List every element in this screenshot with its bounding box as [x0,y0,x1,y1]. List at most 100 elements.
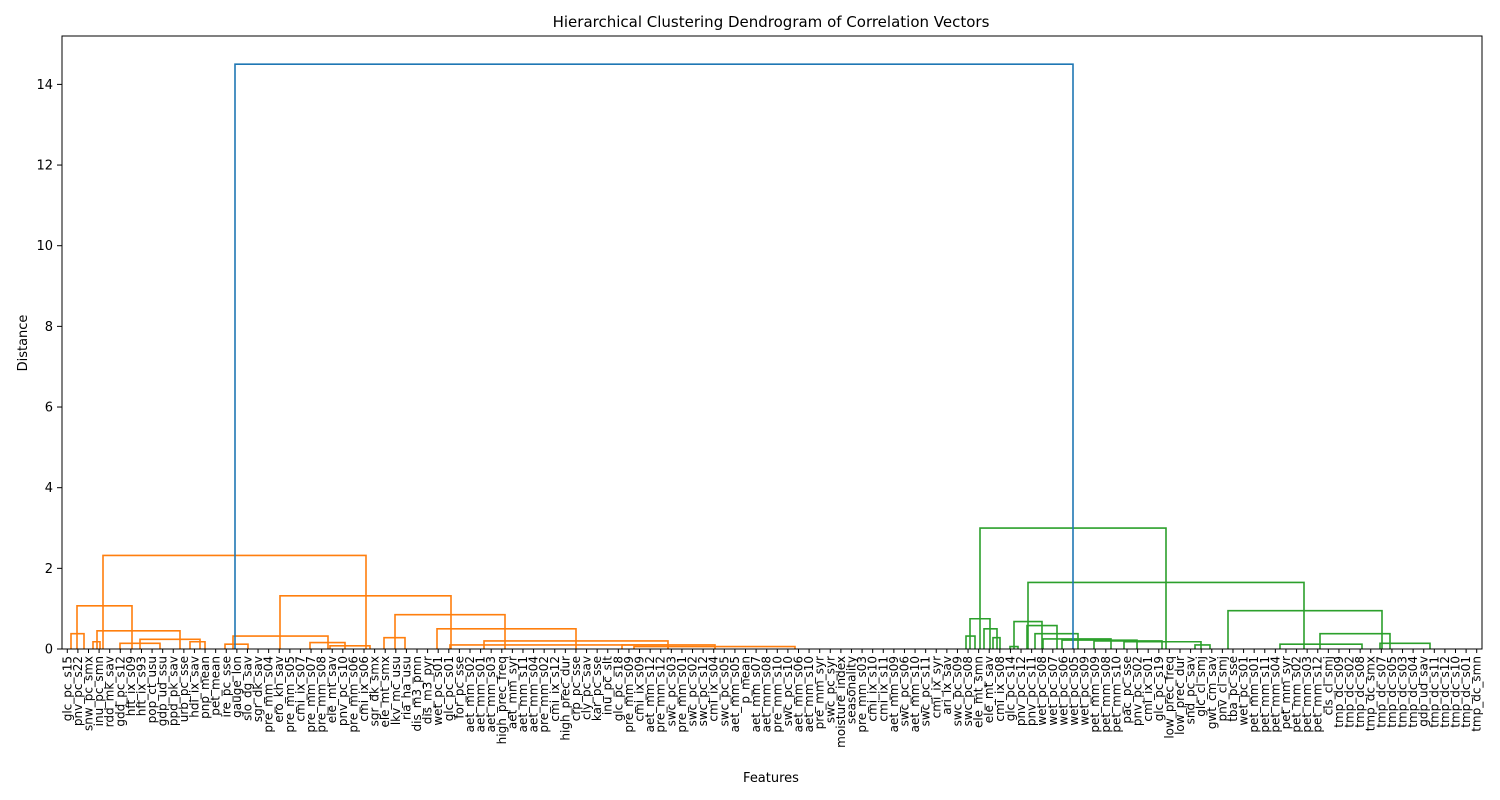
dendrogram-link [1042,638,1112,649]
leaf-label: ele_mt_smn [972,656,986,728]
leaf-label: tmp_dc_s03 [1396,656,1410,728]
leaf-label: cls_cl_smj [1321,656,1335,715]
leaf-label: low_prec_freq [1162,656,1176,739]
leaf-label: crp_pc_sse [569,656,583,721]
leaf-label: tmp_dc_s04 [1406,656,1420,728]
leaf-label: pre_mm_s06 [346,656,360,733]
leaf-label: aet_mm_s07 [749,656,763,732]
leaf-label: swc_pc_s06 [897,656,911,726]
leaf-label: aet_mm_s09 [887,656,901,732]
leaf-label: pop_ct_usu [145,656,159,723]
leaf-label: glc_pc_s01 [442,656,456,721]
dendrogram-link [76,605,133,649]
y-tick-label: 4 [45,481,53,496]
leaf-label: glc_pc_s18 [611,656,625,721]
leaf-label: pet_mm_syr [1279,656,1293,729]
leaf-label: gauge_lon [230,656,244,718]
leaf-label: ele_mt_smx [378,656,392,728]
leaf-label: cmi_ix_s10 [866,656,880,722]
leaf-label: pre_mm_s07 [304,656,318,733]
leaf-label: cmi_ix_s11 [876,656,890,722]
leaf-label: pet_mm_s08 [1099,656,1113,733]
y-tick-label: 2 [45,562,53,577]
leaf-label: aet_mm_s02 [463,656,477,732]
leaf-label: pre_mm_s02 [537,656,551,733]
dendrogram-link [139,638,201,649]
leaf-label: aet_mm_s10 [908,656,922,732]
leaf-label: wet_pc_s01 [431,656,445,726]
leaf-label: for_pc_sse [452,656,466,719]
leaf-label: glc_cl_smj [1194,656,1208,717]
dendrogram-link [329,644,371,649]
leaf-label: pnp_mean [198,656,212,719]
leaf-label: tmp_dc_s08 [1353,656,1367,728]
leaf-label: pet_mm_s12 [1311,656,1325,733]
leaf-label: tmp_dc_s11 [1427,656,1441,728]
leaf-label: hdi_ix_sav [187,656,201,718]
leaf-label: aet_mm_s06 [791,656,805,732]
leaf-label: cmi_ix_s07 [293,656,307,722]
y-axis-label: Distance [16,315,31,372]
leaf-label: glc_pc_s19 [1152,656,1166,721]
leaf-label: tmp_dc_s01 [1459,656,1473,728]
leaf-label: wet_pc_s09 [1078,656,1092,726]
leaf-label: slo_dg_sav [240,656,254,721]
leaf-label: snw_pc_smx [81,656,95,731]
leaf-label: pet_mm_s11 [1258,656,1272,733]
y-tick-label: 6 [45,401,53,416]
leaf-label: moisture_index [834,656,848,748]
leaf-label: wet_pc_s05 [1067,656,1081,726]
dendrogram-link [1061,639,1138,649]
y-tick-label: 0 [45,643,53,658]
dendrogram-link [1227,609,1383,649]
leaf-label: inu_pc_smn [92,656,106,726]
leaf-label: ele_mt_sav [325,656,339,723]
leaf-label: swc_pc_s08 [961,656,975,726]
leaf-label: pet_mm_s04 [1268,656,1282,733]
leaf-label: pnv_pc_s11 [1025,656,1039,726]
leaf-label: rdd_mk_sav [103,656,117,727]
dendrogram-link [992,636,1001,649]
leaf-label: cmi_ix_s06 [357,656,371,722]
dendrogram-link [1379,642,1431,649]
leaf-label: tmp_dc_s05 [1385,656,1399,728]
leaf-label: pac_pc_sse [1120,656,1134,724]
leaf-label: cmi_ix_s04 [707,656,721,722]
leaf-label: pet_mm_s01 [1247,656,1261,733]
leaf-label: pet_mean [209,656,223,716]
leaf-label: tmp_dc_s07 [1374,656,1388,728]
leaf-label: tmp_dc_s10 [1449,656,1463,728]
leaf-label: aet_mm_s01 [474,656,488,732]
leaf-label: low_prec_dur [1173,656,1187,735]
dendrogram-link [1093,640,1163,649]
leaf-label: pnv_pc_s02 [1131,656,1145,726]
leaf-label: cmi_ix_s01 [1141,656,1155,722]
leaf-label: wet_pc_s06 [1056,656,1070,726]
leaf-label: ria_ha_usu [399,656,413,720]
leaf-label: wet_pc_s01 [1237,656,1251,726]
dendrogram-link [1026,624,1058,649]
y-tick-label: 10 [36,239,53,254]
leaf-label: pre_mm_s08 [315,656,329,733]
leaf-label: tba_pc_sse [1226,656,1240,722]
dendrogram-link [1034,632,1079,649]
leaf-label: pet_mm_s02 [1290,656,1304,733]
leaf-label: pet_mm_s10 [1109,656,1123,733]
leaf-label: pre_mm_s03 [855,656,869,733]
dendrogram-link [1319,632,1391,649]
dendrogram-links [70,63,1431,649]
leaf-label: glc_pc_s15 [60,656,74,721]
y-tick-label: 12 [36,159,53,174]
y-tick-label: 14 [36,78,53,93]
leaf-label: swc_pc_s05 [717,656,731,726]
leaf-label: swc_pc_s11 [919,656,933,726]
y-axis-ticks: 0 2 4 6 8 10 12 14 [36,78,62,658]
leaf-label: pnv_pc_s22 [71,656,85,726]
leaf-label: gdp_ud_sav [1417,656,1431,727]
leaf-label: cmi_ix_s09 [633,656,647,722]
leaf-label: swc_pc_syr [823,656,837,723]
leaf-label: pre_mm_s12 [654,656,668,733]
y-tick-label: 8 [45,320,53,335]
plot-frame [61,35,1483,650]
leaf-label: cmi_ix_syr [929,656,943,718]
